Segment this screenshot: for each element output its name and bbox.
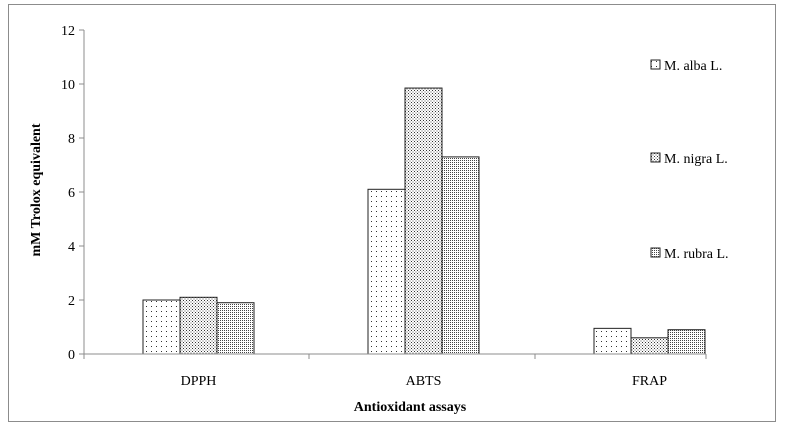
x-axis-title: Antioxidant assays (354, 400, 467, 415)
bar-frap-series-3 (667, 329, 706, 355)
y-axis-title: mM Trolox equivalent (29, 123, 44, 256)
bar-dpph-series-2 (179, 296, 218, 355)
y-axis-ticks: 0 2 4 6 8 10 12 (61, 24, 84, 363)
bar-frap-series-2 (630, 337, 669, 355)
legend-swatch (650, 152, 661, 163)
x-tick-label: ABTS (406, 374, 442, 389)
legend: M. alba L. M. nigra L. M. rubra L. (650, 59, 729, 262)
legend-label: M. alba L. (664, 59, 722, 74)
legend-label: M. nigra L. (664, 152, 728, 167)
bar-abts-series-2 (404, 87, 443, 355)
bars (142, 87, 706, 355)
bar-frap-series-1 (593, 327, 632, 355)
x-tick-label: DPPH (181, 374, 217, 389)
bar-dpph-series-3 (216, 302, 255, 355)
y-tick-label: 8 (68, 132, 75, 147)
legend-swatch (650, 247, 661, 258)
y-tick-label: 0 (68, 348, 75, 363)
y-tick-label: 6 (68, 186, 75, 201)
x-tick-label: FRAP (632, 374, 667, 389)
legend-swatch (650, 59, 661, 70)
y-tick-label: 4 (68, 240, 75, 255)
y-tick-label: 2 (68, 294, 75, 309)
legend-label: M. rubra L. (664, 247, 729, 262)
y-tick-label: 10 (61, 78, 75, 93)
bar-abts-series-3 (441, 156, 480, 355)
x-axis-ticks: DPPH ABTS FRAP (83, 354, 707, 389)
y-tick-label: 12 (61, 24, 75, 39)
bar-abts-series-1 (367, 188, 406, 355)
bar-dpph-series-1 (142, 299, 181, 355)
